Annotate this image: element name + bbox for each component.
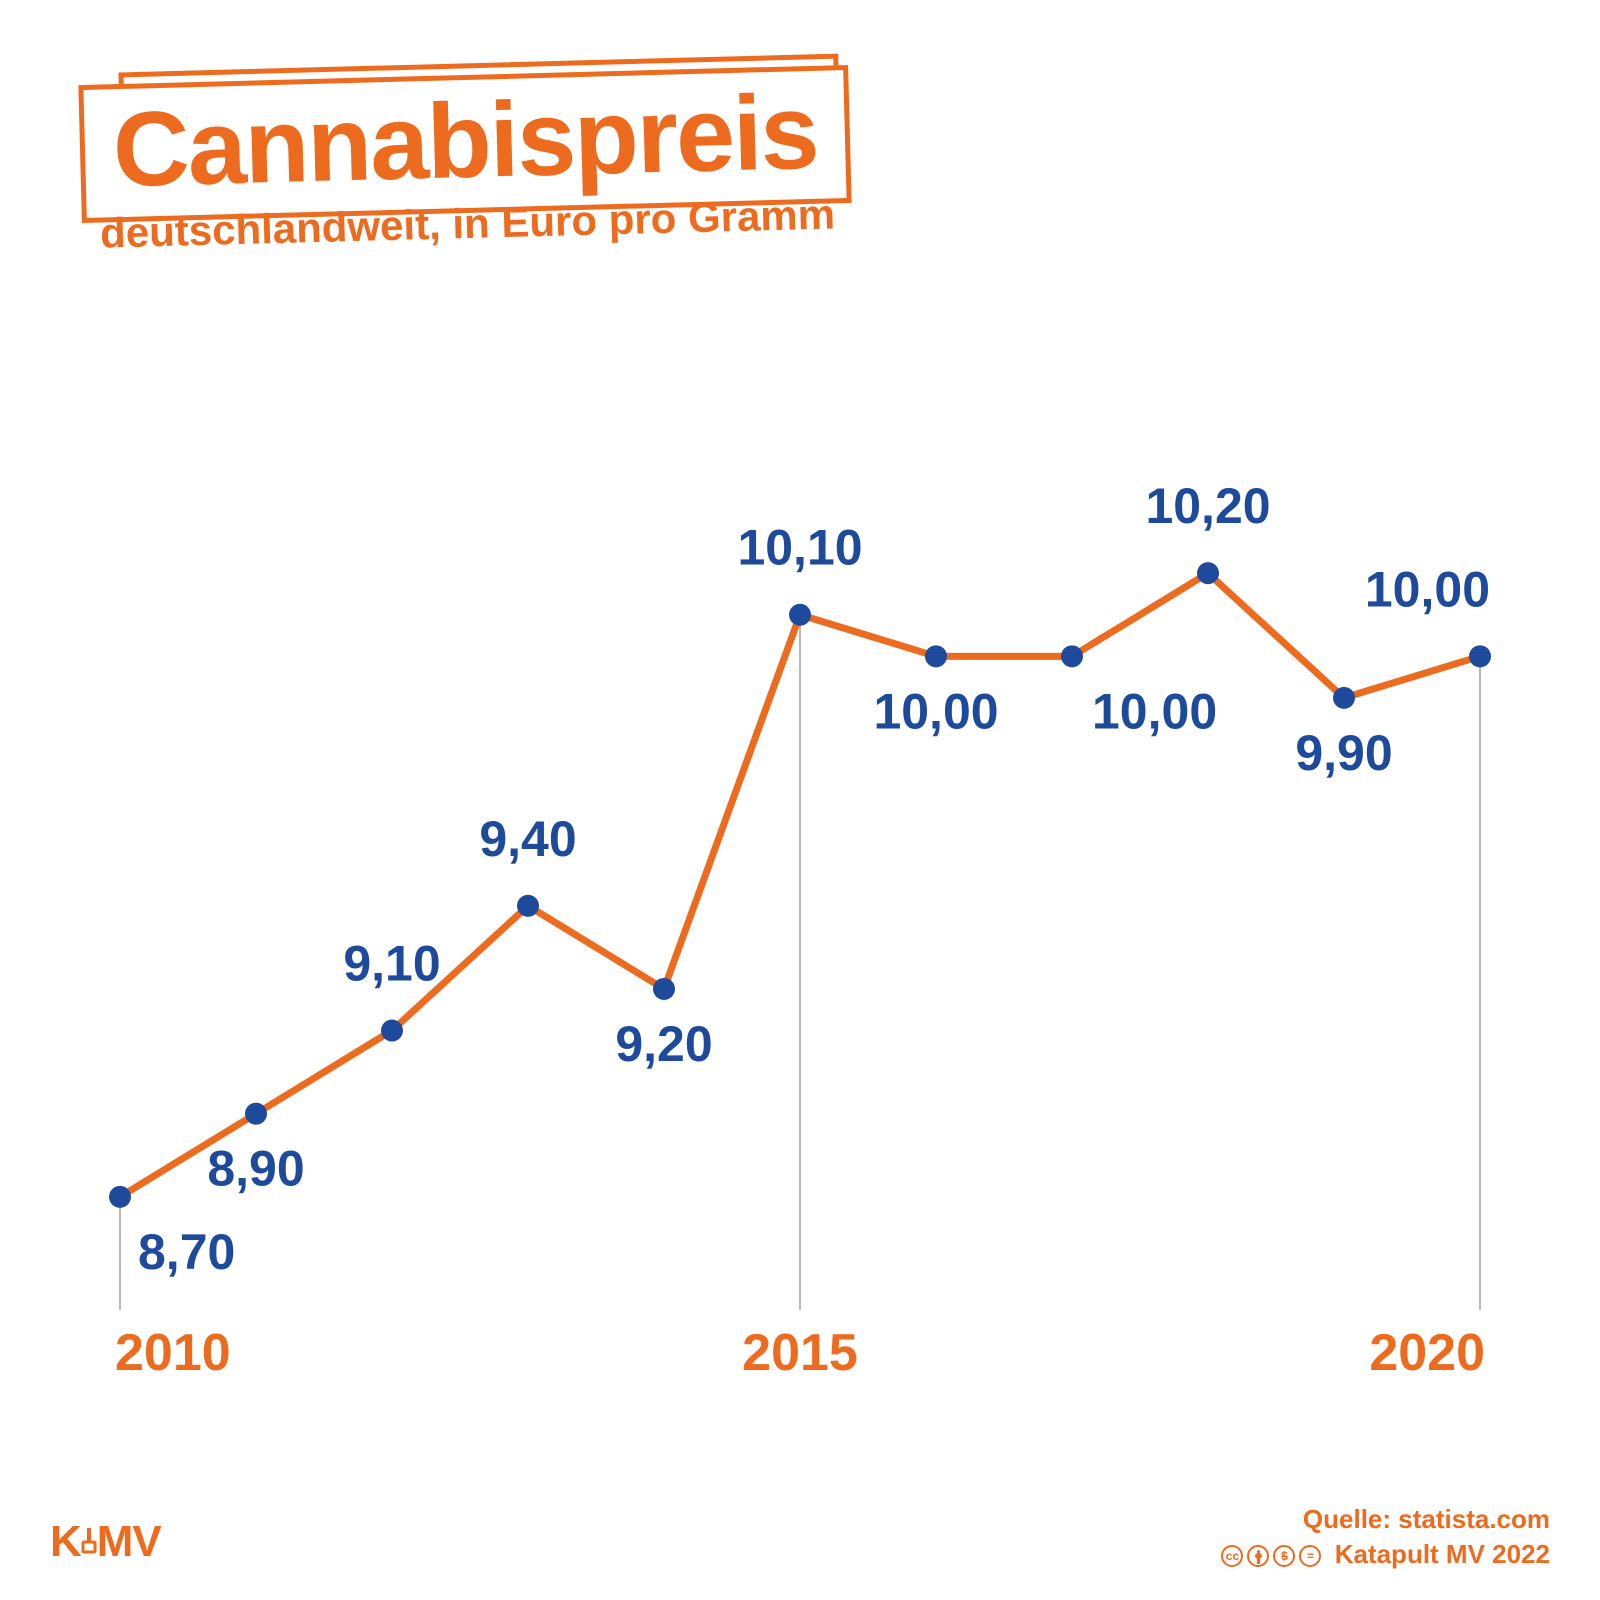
data-point bbox=[1469, 645, 1491, 667]
data-point bbox=[245, 1103, 267, 1125]
value-label: 10,00 bbox=[1365, 561, 1490, 617]
value-label: 9,40 bbox=[479, 811, 576, 867]
credits: Quelle: statista.com cc 🛉 $ = Katapult M… bbox=[1221, 1502, 1550, 1572]
x-axis-label: 2020 bbox=[1369, 1324, 1485, 1382]
footer: K MV Quelle: statista.com cc 🛉 $ = Katap… bbox=[0, 1492, 1600, 1572]
data-point bbox=[109, 1186, 131, 1208]
data-point bbox=[1333, 687, 1355, 709]
value-label: 9,20 bbox=[615, 1016, 712, 1072]
data-point bbox=[381, 1020, 403, 1042]
logo-part-b: MV bbox=[97, 1517, 161, 1567]
value-label: 9,90 bbox=[1295, 725, 1392, 781]
data-point bbox=[789, 604, 811, 626]
cc-icons: cc 🛉 $ = bbox=[1221, 1545, 1321, 1567]
value-label: 9,10 bbox=[343, 936, 440, 992]
nc-icon: $ bbox=[1273, 1545, 1295, 1567]
cc-icon: cc bbox=[1221, 1545, 1243, 1567]
x-axis-label: 2010 bbox=[115, 1324, 231, 1382]
value-label: 8,90 bbox=[207, 1141, 304, 1197]
value-label: 8,70 bbox=[138, 1224, 235, 1280]
data-point bbox=[517, 895, 539, 917]
x-axis-label: 2015 bbox=[742, 1324, 858, 1382]
attribution-line: cc 🛉 $ = Katapult MV 2022 bbox=[1221, 1537, 1550, 1572]
value-label: 10,20 bbox=[1145, 478, 1270, 534]
source-text: Quelle: statista.com bbox=[1221, 1502, 1550, 1537]
publisher-logo: K MV bbox=[50, 1517, 161, 1567]
chart-title: Cannabispreis bbox=[112, 79, 819, 203]
logo-part-a: K bbox=[50, 1517, 81, 1567]
nd-icon: = bbox=[1299, 1545, 1321, 1567]
publisher-text: Katapult MV 2022 bbox=[1335, 1539, 1550, 1569]
data-point bbox=[1197, 562, 1219, 584]
value-label: 10,10 bbox=[737, 520, 862, 576]
logo-icon bbox=[79, 1522, 99, 1562]
data-point bbox=[925, 645, 947, 667]
data-point bbox=[1061, 645, 1083, 667]
data-point bbox=[653, 978, 675, 1000]
value-label: 10,00 bbox=[873, 683, 998, 739]
by-icon: 🛉 bbox=[1247, 1545, 1269, 1567]
value-label: 10,00 bbox=[1092, 683, 1217, 739]
line-chart: 8,70 8,90 9,10 9,40 9,20 10,10 10,00 10,00 10,20… bbox=[80, 380, 1520, 1390]
chart-area: 8,70 8,90 9,10 9,40 9,20 10,10 10,00 10,00 10,20… bbox=[80, 380, 1520, 1390]
